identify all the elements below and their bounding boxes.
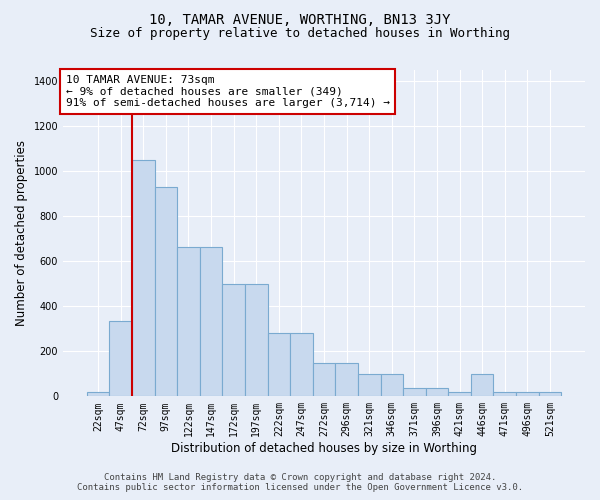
- Text: 10, TAMAR AVENUE, WORTHING, BN13 3JY: 10, TAMAR AVENUE, WORTHING, BN13 3JY: [149, 12, 451, 26]
- Bar: [471, 374, 493, 396]
- X-axis label: Distribution of detached houses by size in Worthing: Distribution of detached houses by size …: [171, 442, 477, 455]
- Bar: [313, 362, 335, 396]
- Text: Size of property relative to detached houses in Worthing: Size of property relative to detached ho…: [90, 28, 510, 40]
- Bar: [132, 160, 155, 396]
- Bar: [177, 246, 200, 396]
- Bar: [87, 392, 109, 396]
- Bar: [268, 334, 290, 396]
- Bar: [223, 284, 245, 397]
- Y-axis label: Number of detached properties: Number of detached properties: [15, 140, 28, 326]
- Bar: [539, 392, 561, 396]
- Bar: [493, 392, 516, 396]
- Text: Contains HM Land Registry data © Crown copyright and database right 2024.
Contai: Contains HM Land Registry data © Crown c…: [77, 473, 523, 492]
- Bar: [380, 374, 403, 396]
- Text: 10 TAMAR AVENUE: 73sqm
← 9% of detached houses are smaller (349)
91% of semi-det: 10 TAMAR AVENUE: 73sqm ← 9% of detached …: [65, 75, 389, 108]
- Bar: [109, 321, 132, 396]
- Bar: [426, 388, 448, 396]
- Bar: [335, 362, 358, 396]
- Bar: [200, 246, 223, 396]
- Bar: [516, 392, 539, 396]
- Bar: [155, 187, 177, 396]
- Bar: [245, 284, 268, 397]
- Bar: [358, 374, 380, 396]
- Bar: [448, 392, 471, 396]
- Bar: [290, 334, 313, 396]
- Bar: [403, 388, 426, 396]
